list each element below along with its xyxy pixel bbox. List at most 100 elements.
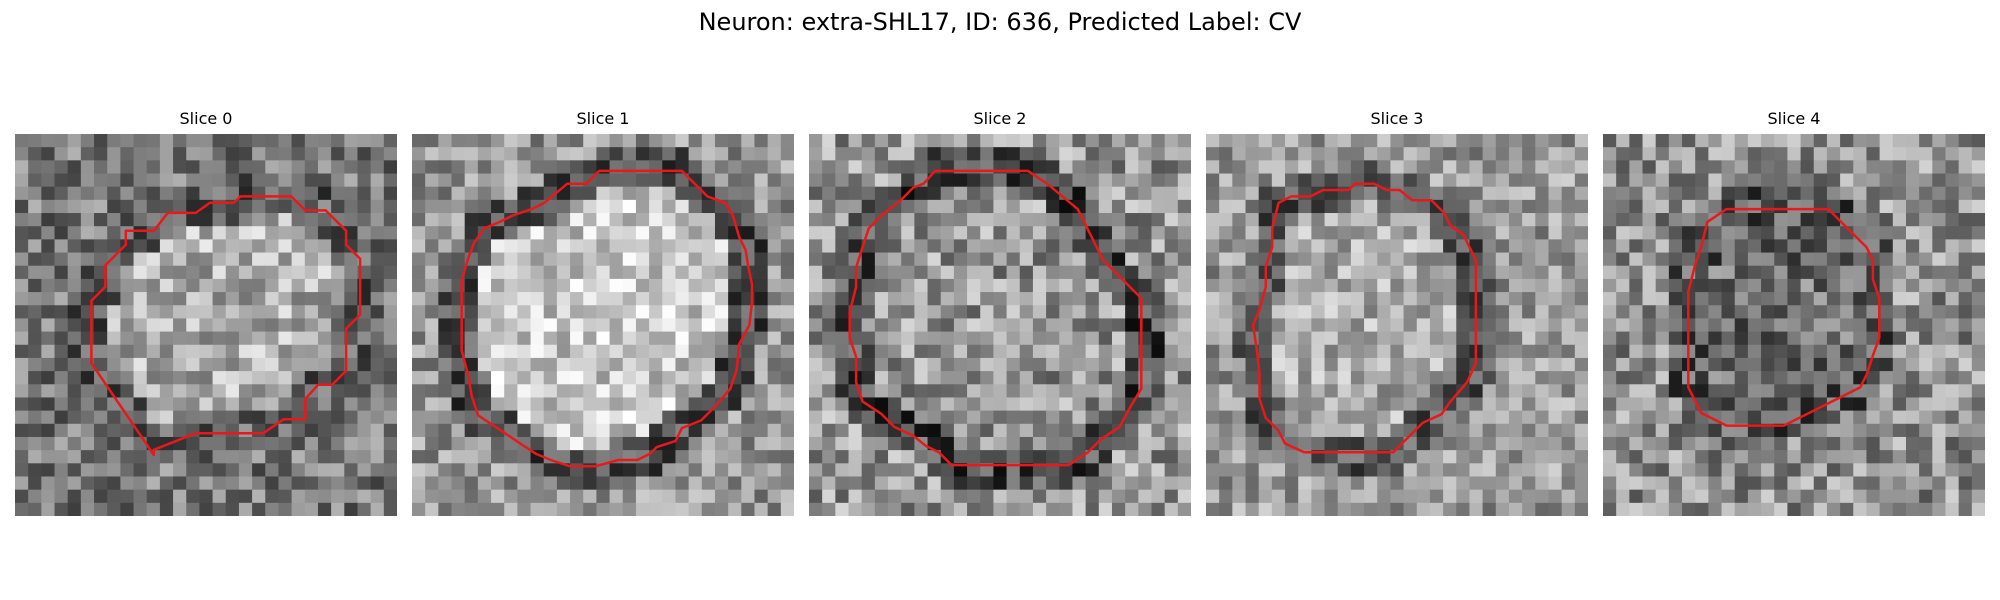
slice-pixel [675,450,690,464]
slice-pixel [1019,252,1034,267]
slice-pixel [1098,331,1113,346]
slice-pixel [15,186,29,201]
slice-pixel [317,213,332,227]
slice-pixel [1879,160,1894,175]
slice-pixel [980,397,995,412]
slice-pixel [159,213,174,227]
slice-pixel [1046,278,1060,293]
slice-pixel [1761,357,1775,372]
slice-pixel [1774,265,1789,280]
slice-pixel [1125,344,1139,359]
slice-pixel [583,436,598,451]
slice-pixel [477,239,492,254]
slice-pixel [1508,134,1523,148]
slice-pixel [914,463,929,478]
slice-pixel [1337,292,1352,306]
slice-pixel [1125,252,1139,267]
slice-pixel [265,344,280,359]
slice-pixel [714,344,729,359]
slice-pixel [291,226,306,240]
slice-pixel [1085,423,1100,438]
slice-pixel [265,489,280,504]
slice-pixel [1245,160,1260,175]
slice-pixel [212,476,227,491]
slice-pixel [1668,410,1683,425]
slice-pixel [94,423,108,438]
slice-pixel [1813,265,1828,280]
slice-pixel [1059,239,1074,254]
slice-pixel [1761,278,1775,293]
slice-pixel [477,384,492,399]
slice-pixel [701,305,716,320]
slice-pixel [1682,160,1696,175]
slice-pixel [1403,213,1418,227]
slice-pixel [927,265,942,280]
slice-pixel [1721,331,1736,346]
slice-pixel [543,357,558,372]
slice-pixel [822,186,836,201]
slice-pixel [967,186,981,201]
slice-pixel [291,239,306,254]
slice-pixel [464,423,479,438]
slice-pixel [1682,436,1696,451]
slice-pixel [1232,436,1247,451]
slice-pixel [622,173,637,188]
slice-pixel [238,371,253,385]
slice-pixel [1655,265,1670,280]
slice-pixel [1535,292,1550,306]
slice-pixel [1324,134,1339,148]
slice-pixel [1403,502,1418,516]
slice-pixel [901,173,915,188]
slice-pixel [438,160,453,175]
slice-pixel [967,239,981,254]
slice-pixel [1879,450,1894,464]
slice-pixel [1826,252,1841,267]
slice-pixel [809,502,823,516]
slice-pixel [1177,173,1191,188]
slice-pixel [861,463,876,478]
slice-pixel [159,502,174,516]
slice-pixel [940,199,955,214]
slice-pixel [67,199,82,214]
slice-pixel [1522,489,1536,504]
slice-pixel [1932,331,1947,346]
slice-pixel [1629,278,1644,293]
slice-pixel [861,199,876,214]
slice-pixel [1429,278,1444,293]
slice-pixel [967,384,981,399]
slice-pixel [1019,344,1034,359]
slice-pixel [331,344,345,359]
slice-pixel [1232,318,1247,333]
slice-pixel [1298,292,1312,306]
slice-pixel [767,292,782,306]
slice-pixel [1508,331,1523,346]
slice-pixel [1548,384,1563,399]
slice-pixel [120,292,135,306]
slice-pixel [1548,357,1563,372]
slice-pixel [451,476,466,491]
slice-pixel [622,147,637,161]
slice-pixel [344,384,359,399]
slice-pixel [133,160,148,175]
slice-pixel [425,265,439,280]
slice-pixel [1059,397,1074,412]
slice-pixel [451,436,466,451]
slice-pixel [1482,160,1497,175]
slice-pixel [609,134,624,148]
slice-pixel [173,199,187,214]
slice-pixel [596,213,611,227]
slice-pixel [1206,305,1220,320]
slice-pixel [291,160,306,175]
slice-pixel [1046,463,1060,478]
slice-pixel [477,502,492,516]
slice-pixel [370,397,385,412]
slice-pixel [1800,173,1815,188]
slice-pixel [1708,502,1723,516]
slice-pixel [1853,199,1868,214]
slice-pixel [212,410,227,425]
slice-pixel [1377,489,1392,504]
slice-pixel [212,397,227,412]
slice-pixel [861,292,876,306]
slice-pixel [1072,371,1087,385]
slice-pixel [1177,410,1191,425]
